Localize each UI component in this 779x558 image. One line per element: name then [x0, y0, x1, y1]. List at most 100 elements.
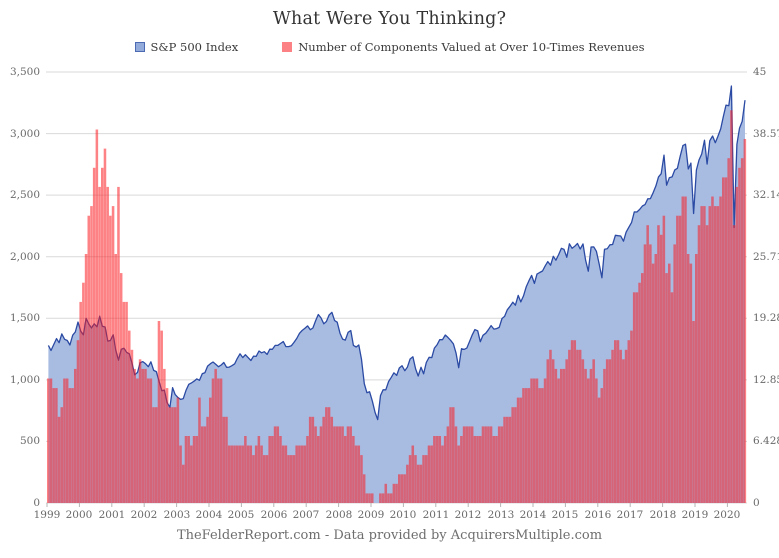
component-bar — [349, 426, 352, 503]
component-bar — [173, 407, 177, 503]
component-bar — [171, 407, 174, 503]
component-bar — [597, 397, 601, 503]
component-bar — [481, 426, 485, 503]
component-bar — [619, 349, 622, 503]
component-bar — [573, 340, 577, 503]
component-bar — [549, 349, 552, 503]
component-bar — [379, 493, 382, 503]
component-bar — [365, 493, 369, 503]
axis-tick-label: 2017 — [616, 509, 644, 521]
component-bar — [122, 301, 126, 503]
component-bar — [419, 464, 423, 503]
component-bar — [225, 416, 228, 503]
component-bar — [503, 416, 506, 503]
legend: S&P 500 Index Number of Components Value… — [0, 40, 779, 54]
component-bar — [133, 368, 136, 503]
component-bar — [689, 263, 693, 503]
component-bar — [279, 436, 282, 503]
axis-tick-label: 0 — [753, 497, 760, 509]
component-bar — [630, 330, 633, 503]
component-bar — [47, 378, 50, 503]
component-bar — [152, 407, 155, 503]
component-bar — [263, 455, 266, 503]
component-bar — [457, 445, 460, 503]
component-bar — [595, 378, 598, 503]
component-bar — [425, 455, 428, 503]
component-bar — [322, 416, 325, 503]
component-bar — [281, 445, 285, 503]
component-bar — [114, 254, 118, 503]
component-bar — [568, 349, 571, 503]
component-bar — [719, 196, 722, 503]
component-bar — [165, 388, 169, 503]
component-bar — [646, 225, 649, 503]
component-bar — [303, 445, 307, 503]
axis-tick-label: 2006 — [260, 509, 288, 521]
component-bar — [233, 445, 236, 503]
component-bar — [252, 455, 255, 503]
component-bar — [314, 426, 317, 503]
component-bar — [589, 368, 593, 503]
component-bar — [398, 474, 401, 503]
legend-label-sp500: S&P 500 Index — [150, 40, 239, 54]
component-bar — [387, 493, 390, 503]
component-bar — [673, 244, 676, 503]
component-bar — [211, 378, 215, 503]
component-bar — [430, 445, 433, 503]
component-bar — [462, 426, 466, 503]
axis-tick-label: 2001 — [98, 509, 126, 521]
axis-tick-label: 1,500 — [9, 312, 40, 324]
component-bar — [292, 455, 296, 503]
component-bar — [92, 167, 96, 504]
axis-tick-label: 32.142857142857146 — [753, 189, 779, 201]
component-bar — [406, 464, 409, 503]
component-bar — [527, 388, 531, 503]
component-bar — [711, 196, 714, 503]
component-bar — [128, 330, 131, 503]
legend-item-components: Number of Components Valued at Over 10-T… — [282, 40, 645, 54]
component-bar — [541, 388, 544, 503]
component-bar — [681, 196, 685, 503]
component-bar — [700, 206, 703, 503]
axis-tick-label: 2010 — [389, 509, 417, 521]
axis-tick-label: 45 — [753, 66, 767, 78]
component-bar — [119, 273, 123, 503]
component-bar — [163, 368, 166, 503]
component-bar — [708, 206, 712, 503]
component-bar — [724, 177, 728, 503]
component-bar — [400, 474, 404, 503]
component-bar — [190, 445, 193, 503]
component-bar — [441, 445, 444, 503]
component-bar — [433, 436, 436, 503]
component-bar — [476, 436, 479, 503]
component-bar — [395, 483, 398, 503]
component-bar — [184, 436, 188, 503]
component-bar — [530, 378, 533, 503]
component-bar — [176, 397, 180, 503]
component-bar — [71, 388, 74, 503]
component-bar — [257, 436, 261, 503]
component-bar — [87, 215, 91, 503]
component-bar — [508, 416, 512, 503]
component-bar — [414, 455, 417, 503]
component-bar — [416, 464, 420, 503]
component-bar — [360, 455, 363, 503]
component-bar — [308, 416, 312, 503]
component-bar — [643, 244, 647, 503]
component-bar — [686, 254, 690, 503]
axis-tick-label: 0 — [33, 497, 40, 509]
component-bar — [576, 349, 579, 503]
axis-tick-label: 2012 — [454, 509, 482, 521]
axis-tick-label: 2002 — [130, 509, 158, 521]
component-bar — [600, 388, 604, 503]
component-bar — [565, 359, 568, 503]
component-bar — [730, 110, 733, 504]
component-bar — [149, 378, 153, 503]
component-bar — [608, 359, 612, 503]
component-bar — [146, 378, 150, 503]
component-bar — [352, 436, 355, 503]
component-bar — [557, 378, 560, 503]
legend-item-sp500: S&P 500 Index — [134, 40, 239, 54]
component-bar — [500, 426, 504, 503]
axis-tick-label: 25.71428571428571 — [753, 251, 779, 263]
